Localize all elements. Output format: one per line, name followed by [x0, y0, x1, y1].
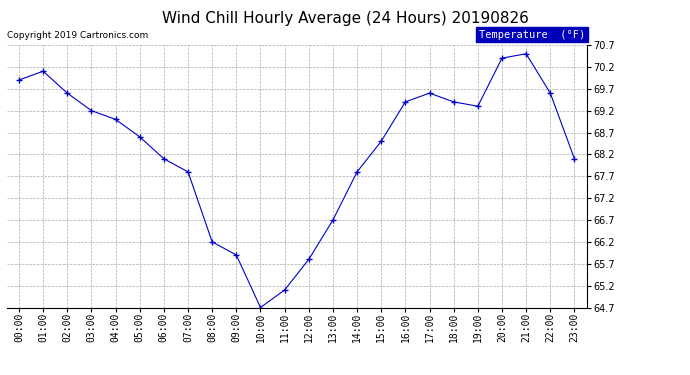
Text: Temperature  (°F): Temperature (°F) — [479, 30, 585, 40]
Text: Wind Chill Hourly Average (24 Hours) 20190826: Wind Chill Hourly Average (24 Hours) 201… — [161, 11, 529, 26]
Text: Copyright 2019 Cartronics.com: Copyright 2019 Cartronics.com — [7, 31, 148, 40]
